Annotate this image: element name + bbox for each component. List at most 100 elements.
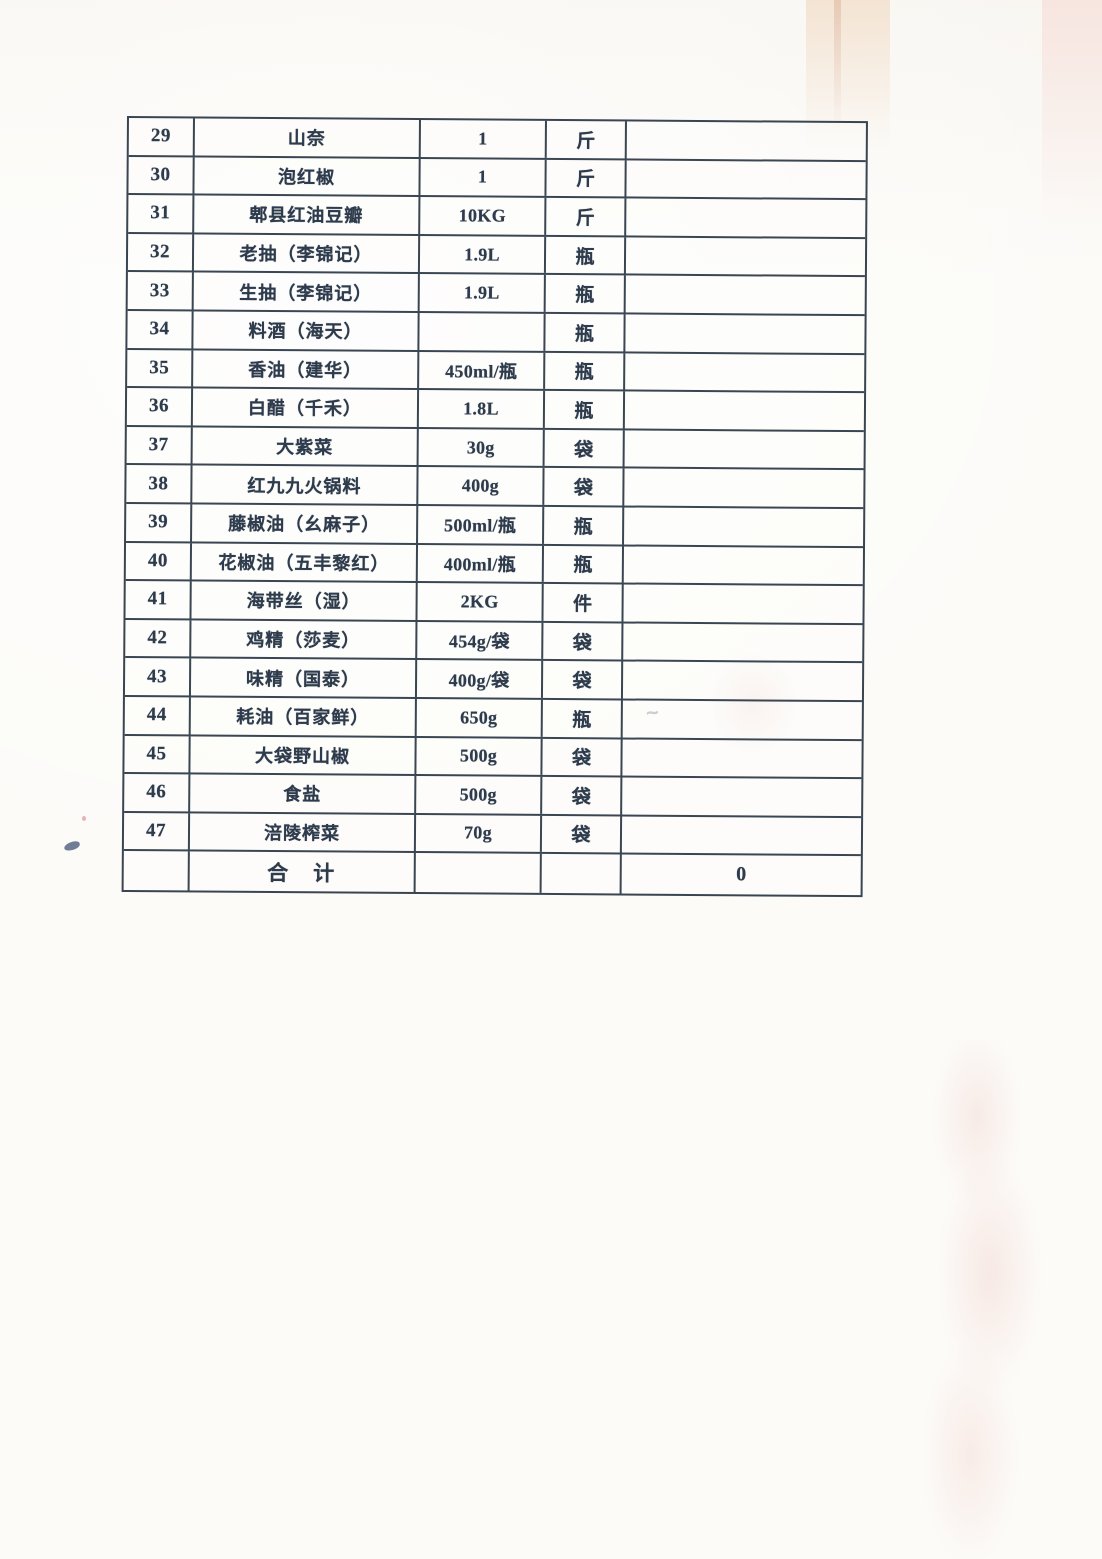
unit-cell: 袋 — [541, 815, 623, 853]
item-name-cell: 藤椒油（幺麻子） — [192, 504, 419, 543]
table-row: 40 花椒油（五丰黎红） 400ml/瓶瓶 — [125, 542, 864, 587]
unit-cell: 瓶 — [545, 352, 626, 390]
amount-cell — [624, 469, 863, 507]
items-table: 29 山奈 1 斤 30 泡红椒 1 斤 31 郫县红油豆瓣 10KG 斤 32 老抽（李锦记） 1.9L 瓶… — [121, 116, 868, 898]
row-number-cell: 47 — [123, 812, 191, 850]
row-number-cell: 46 — [124, 774, 191, 812]
amount-cell — [623, 662, 862, 700]
table-row: 32 老抽（李锦记） 1.9L 瓶 — [127, 233, 866, 278]
row-number-cell: 37 — [126, 426, 193, 464]
item-name-cell: 料酒（海天） — [193, 311, 420, 350]
amount-cell — [625, 353, 864, 391]
amount-cell — [625, 430, 864, 468]
spec-cell: 500ml/瓶 — [418, 505, 545, 544]
spec-cell: 1 — [420, 120, 547, 158]
spec-cell: 2KG — [417, 583, 544, 621]
amount-cell — [627, 121, 866, 159]
unit-cell: 袋 — [544, 429, 625, 467]
amount-cell — [626, 160, 865, 198]
row-number-cell: 34 — [127, 310, 194, 349]
spec-cell: 70g — [415, 814, 543, 853]
row-number-cell: 35 — [127, 349, 194, 387]
item-name-cell: 生抽（李锦记） — [193, 272, 420, 312]
spec-cell: 400ml/瓶 — [417, 544, 545, 583]
amount-cell — [625, 314, 864, 352]
unit-cell: 瓶 — [544, 506, 625, 545]
spec-cell: 30g — [418, 428, 545, 467]
unit-cell: 瓶 — [543, 545, 625, 583]
row-number-cell: 29 — [128, 118, 195, 156]
unit-cell: 斤 — [546, 120, 627, 159]
table-row: 29 山奈 1 斤 — [128, 118, 866, 162]
item-name-cell: 泡红椒 — [194, 157, 421, 196]
unit-cell: 瓶 — [545, 236, 627, 274]
unit-cell: 瓶 — [544, 391, 626, 429]
amount-cell — [622, 739, 861, 777]
row-number-cell: 41 — [125, 581, 192, 619]
item-name-cell: 白醋（千禾） — [192, 388, 420, 427]
unit-cell: 袋 — [544, 468, 625, 506]
row-number-cell: 39 — [126, 503, 193, 541]
table-row: 33 生抽（李锦记） 1.9L 瓶 — [127, 272, 865, 317]
total-amount: 0 — [736, 863, 747, 886]
table-row: 36 白醋（千禾） 1.8L 瓶 — [126, 388, 865, 432]
item-name-cell: 山奈 — [194, 118, 421, 157]
amount-cell — [626, 199, 865, 237]
amount-cell — [623, 700, 862, 738]
unit-cell: 斤 — [546, 159, 627, 197]
spec-cell: 500g — [416, 776, 543, 814]
item-name-cell: 花椒油（五丰黎红） — [191, 542, 419, 582]
amount-cell — [625, 392, 864, 430]
spec-cell: 400g/袋 — [416, 660, 544, 698]
table-row: 34 料酒（海天） 瓶 — [127, 310, 865, 355]
unit-cell: 袋 — [542, 777, 623, 815]
spec-cell: 650g — [416, 698, 543, 737]
unit-cell: 袋 — [542, 738, 623, 776]
spec-cell: 1.9L — [419, 235, 547, 274]
row-number-cell: 40 — [125, 542, 193, 580]
unit-cell: 袋 — [543, 622, 624, 660]
amount-cell — [622, 816, 861, 854]
amount-cell — [624, 507, 863, 545]
row-number-cell: 45 — [124, 735, 191, 773]
row-number-cell: 43 — [124, 658, 192, 696]
item-name-cell: 鸡精（莎麦） — [191, 620, 418, 659]
amount-cell — [626, 237, 865, 275]
unit-cell — [541, 854, 622, 894]
item-name-cell: 大紫菜 — [192, 427, 419, 466]
table-row: 39 藤椒油（幺麻子） 500ml/瓶瓶 — [126, 503, 864, 548]
spec-cell: 400g — [418, 467, 545, 505]
spec-cell: 1.9L — [419, 274, 546, 312]
row-number-cell: 38 — [126, 465, 193, 503]
table-row: 46 食盐 500g 袋 — [124, 774, 862, 818]
item-name-cell: 红九九火锅料 — [192, 465, 419, 504]
row-number-cell: 30 — [128, 156, 195, 194]
row-number-cell: 44 — [124, 696, 191, 734]
table-row: 42 鸡精（莎麦） 454g/袋袋 — [125, 619, 863, 664]
item-name-cell: 涪陵榨菜 — [189, 813, 417, 852]
row-number-cell — [123, 851, 190, 891]
spec-cell: 1.8L — [418, 390, 546, 428]
item-name-cell: 耗油（百家鲜） — [190, 697, 417, 736]
spec-cell: 10KG — [420, 197, 547, 235]
unit-cell: 瓶 — [545, 313, 626, 352]
row-number-cell: 36 — [126, 388, 194, 426]
table-row: 45 大袋野山椒 500g 袋 — [124, 735, 862, 780]
unit-cell: 瓶 — [545, 275, 626, 313]
row-number-cell: 31 — [128, 195, 195, 233]
spec-cell — [415, 853, 542, 893]
row-number-cell: 33 — [127, 272, 194, 310]
item-name-cell: 老抽（李锦记） — [193, 234, 421, 273]
table-row: 44 耗油（百家鲜） 650g 瓶 — [124, 696, 862, 741]
total-row: 合 计 0 — [123, 851, 861, 895]
unit-cell: 袋 — [542, 661, 624, 699]
table-row: 37 大紫菜 30g 袋 — [126, 426, 864, 471]
table-row: 35 香油（建华） 450ml/瓶瓶 — [127, 349, 865, 394]
table-row: 43 味精（国泰） 400g/袋袋 — [124, 658, 863, 703]
spec-cell: 454g/袋 — [417, 621, 544, 660]
unit-cell: 斤 — [546, 198, 627, 236]
item-name-cell: 味精（国泰） — [190, 658, 418, 697]
row-number-cell: 32 — [127, 233, 195, 271]
unit-cell: 件 — [543, 584, 624, 622]
